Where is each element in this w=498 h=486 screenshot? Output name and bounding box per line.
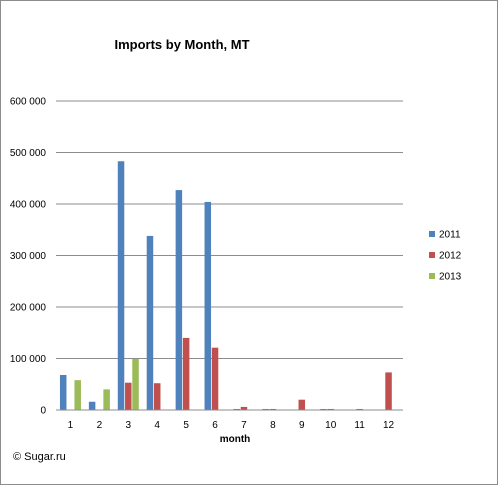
x-tick-label: 1 [68,420,74,431]
bar-2012-month-10 [327,408,334,410]
bar-2012-month-9 [298,399,306,410]
bar-2013-month-1 [74,380,81,410]
bar-2013-month-2 [103,389,110,410]
bar-2012-month-4 [153,383,161,410]
legend-swatch-2013 [429,273,435,279]
y-tick-label: 600 000 [10,97,47,108]
gridlines [56,100,403,359]
legend: 2011 2012 2013 [429,230,462,283]
x-tick-label: 7 [241,420,247,431]
x-tick-label: 10 [325,420,337,431]
x-tick-label: 12 [383,420,395,431]
y-tick-label: 100 000 [10,354,47,365]
bar-2012-month-5 [182,337,190,410]
x-tick-label: 8 [270,420,276,431]
bar-2012-month-6 [211,347,219,410]
legend-label-2011: 2011 [439,230,461,241]
bar-2011-month-10 [320,408,327,410]
x-tick-label: 2 [97,420,103,431]
x-tick-label: 5 [183,420,189,431]
bar-2011-month-8 [262,408,269,410]
bar-2011-month-2 [88,401,96,410]
bar-2011-month-4 [146,235,154,410]
y-tick-label: 400 000 [10,200,47,211]
bar-2012-month-8 [269,408,277,410]
bar-2011-month-5 [175,190,183,410]
legend-swatch-2012 [429,252,435,258]
y-tick-label: 300 000 [10,251,47,262]
bar-2011-month-1 [59,374,67,410]
x-tick-label: 3 [126,420,132,431]
bar-2011-month-3 [117,161,125,410]
bar-2011-month-7 [233,408,240,410]
bars [59,161,392,410]
x-tick-label: 9 [299,420,305,431]
bar-2013-month-3 [132,359,139,410]
bar-2012-month-3 [125,382,132,410]
copyright-text: © Sugar.ru [13,451,66,463]
y-tick-label: 500 000 [10,148,47,159]
y-tick-label: 0 [40,406,46,417]
x-axis-label: month [220,434,251,445]
legend-swatch-2011 [429,231,435,237]
legend-label-2013: 2013 [439,272,462,283]
y-tick-label: 200 000 [10,303,47,314]
bar-2012-month-11 [356,408,363,410]
y-axis-tick-labels: 0 100 000 200 000 300 000 400 000 500 000 600 … [10,97,47,417]
bar-2011-month-6 [204,201,212,410]
chart-title: Imports by Month, MT [114,37,249,52]
bar-2012-month-12 [385,372,392,410]
x-tick-label: 4 [154,420,160,431]
x-tick-label: 6 [212,420,218,431]
bar-2012-month-7 [240,406,248,410]
x-axis-tick-labels: 1 2 3 4 5 6 7 8 9 10 11 12 [68,420,395,431]
legend-label-2012: 2012 [439,251,462,262]
x-tick-label: 11 [354,420,365,431]
